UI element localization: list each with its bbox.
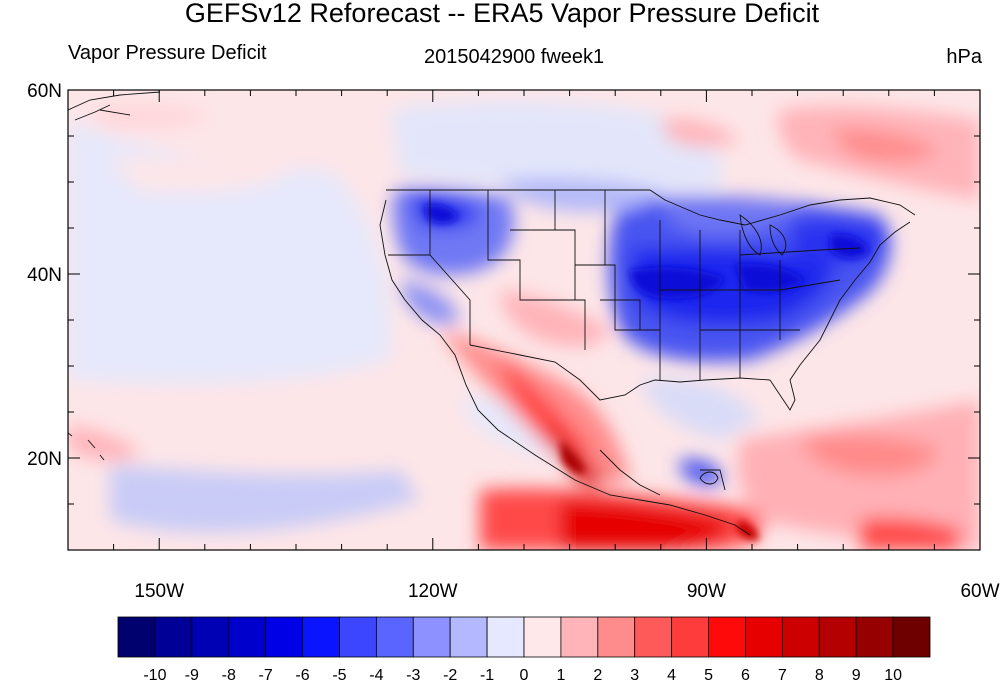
lon-tick-label: 60W — [960, 581, 999, 602]
colorbar-swatch — [117, 616, 156, 658]
colorbar-label: 10 — [884, 667, 902, 684]
colorbar-swatch — [375, 616, 414, 658]
colorbar-label: 1 — [556, 667, 565, 684]
colorbar-label: -2 — [443, 667, 457, 684]
colorbar-swatch — [228, 616, 267, 658]
colorbar-swatch — [745, 616, 783, 658]
colorbar-label: 8 — [815, 667, 824, 684]
colorbar-label: -9 — [185, 667, 199, 684]
axis-ticks — [67, 89, 981, 551]
colorbar-label: 0 — [520, 667, 529, 684]
axis-tick-labels: 150W 120W 90W 60W 20N 40N 60N — [27, 81, 999, 602]
colorbar-label: -5 — [332, 667, 346, 684]
colorbar-label: -8 — [222, 667, 236, 684]
vpd-field — [68, 90, 980, 550]
colorbar-label: -1 — [480, 667, 494, 684]
political-borders — [68, 91, 916, 536]
colorbar-swatch — [486, 616, 525, 658]
colorbar-swatch — [191, 616, 230, 658]
lon-tick-label: 120W — [408, 581, 458, 602]
colorbar-swatch — [597, 616, 636, 658]
lat-tick-label: 40N — [27, 265, 62, 286]
colorbar-swatch — [708, 616, 746, 658]
colorbar-swatch — [671, 616, 709, 658]
colorbar-swatch — [855, 616, 894, 658]
colorbar-swatch — [560, 616, 599, 658]
colorbar-label: 4 — [667, 667, 676, 684]
colorbar-swatch — [412, 616, 451, 658]
colorbar-label: -10 — [143, 667, 166, 684]
lon-tick-label: 150W — [134, 581, 184, 602]
colorbar-swatch — [892, 616, 931, 658]
colorbar-label: 3 — [630, 667, 639, 684]
colorbar-swatch — [781, 616, 820, 658]
colorbar-label: -6 — [295, 667, 309, 684]
colorbar-swatch — [339, 616, 377, 658]
colorbar-label: 7 — [778, 667, 787, 684]
colorbar-swatch — [265, 616, 303, 658]
colorbar-swatch — [302, 616, 340, 658]
colorbar-label: 2 — [593, 667, 602, 684]
units-subtitle: hPa — [946, 46, 982, 68]
date-subtitle: 2015042900 fweek1 — [424, 46, 605, 68]
lat-tick-label: 20N — [27, 449, 62, 470]
colorbar-label: 5 — [704, 667, 713, 684]
colorbar-swatch — [523, 616, 562, 658]
colorbar-label: -4 — [369, 667, 383, 684]
variable-subtitle: Vapor Pressure Deficit — [68, 42, 267, 64]
main-title: GEFSv12 Reforecast -- ERA5 Vapor Pressur… — [184, 0, 820, 28]
colorbar: -10 -9 -8 -7 -6 -5 -4 -3 -2 -1 0 1 2 3 4 5 6 7 8 9 10 — [117, 616, 931, 684]
colorbar-swatch — [154, 616, 193, 658]
colorbar-label: 6 — [741, 667, 750, 684]
colorbar-label: -7 — [259, 667, 273, 684]
colorbar-swatch — [634, 616, 673, 658]
colorbar-label: -3 — [406, 667, 420, 684]
colorbar-swatch — [449, 616, 488, 658]
colorbar-swatch — [818, 616, 857, 658]
lon-tick-label: 90W — [687, 581, 726, 602]
lat-tick-label: 60N — [27, 81, 62, 102]
colorbar-label: 9 — [852, 667, 861, 684]
